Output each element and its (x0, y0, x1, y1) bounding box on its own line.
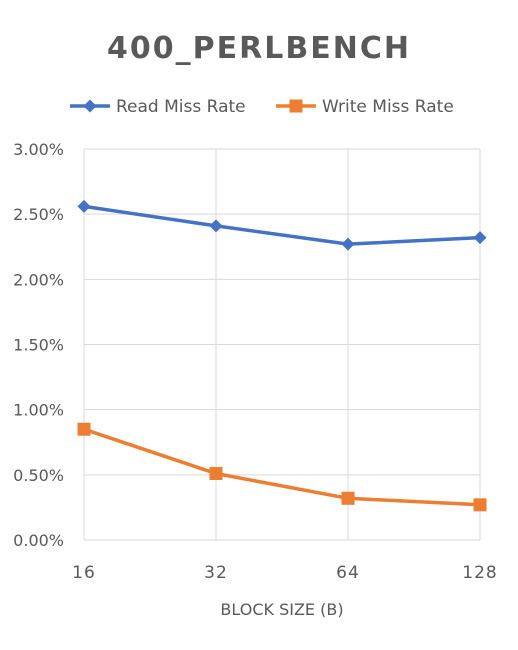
series-layer (77, 199, 487, 512)
y-axis-ticks: 0.00% 0.50% 1.00% 1.50% 2.00% 2.50% 3.00% (13, 140, 64, 550)
y-tick-label: 3.00% (13, 140, 64, 159)
chart-title: 400_PERLBENCH (107, 31, 411, 66)
data-point-0-3 (473, 231, 487, 245)
data-point-1-0 (77, 422, 91, 436)
legend: Read Miss Rate Write Miss Rate (70, 97, 454, 117)
x-axis-label: BLOCK SIZE (B) (220, 600, 343, 619)
data-point-1-1 (209, 467, 223, 481)
legend-label-1: Write Miss Rate (322, 97, 454, 117)
legend-marker-1 (289, 99, 303, 113)
y-tick-label: 1.00% (13, 401, 64, 420)
x-tick-label: 64 (336, 563, 360, 583)
y-tick-label: 2.50% (13, 205, 64, 224)
x-tick-label: 128 (462, 563, 497, 583)
y-tick-label: 0.00% (13, 531, 64, 550)
legend-marker-0 (83, 99, 97, 113)
plot-grid (83, 148, 481, 541)
x-axis-ticks: 16 32 64 128 (72, 563, 497, 583)
legend-label-0: Read Miss Rate (116, 97, 246, 117)
data-point-1-2 (341, 491, 355, 505)
data-point-0-2 (341, 237, 355, 251)
data-point-1-3 (473, 498, 487, 512)
x-tick-label: 16 (72, 563, 96, 583)
y-tick-label: 0.50% (13, 466, 64, 485)
y-tick-label: 2.00% (13, 270, 64, 289)
x-tick-label: 32 (204, 563, 228, 583)
y-tick-label: 1.50% (13, 336, 64, 355)
series-line-1 (83, 427, 481, 507)
series-line-0 (83, 204, 481, 246)
data-point-0-1 (209, 219, 223, 233)
data-point-0-0 (77, 199, 91, 213)
